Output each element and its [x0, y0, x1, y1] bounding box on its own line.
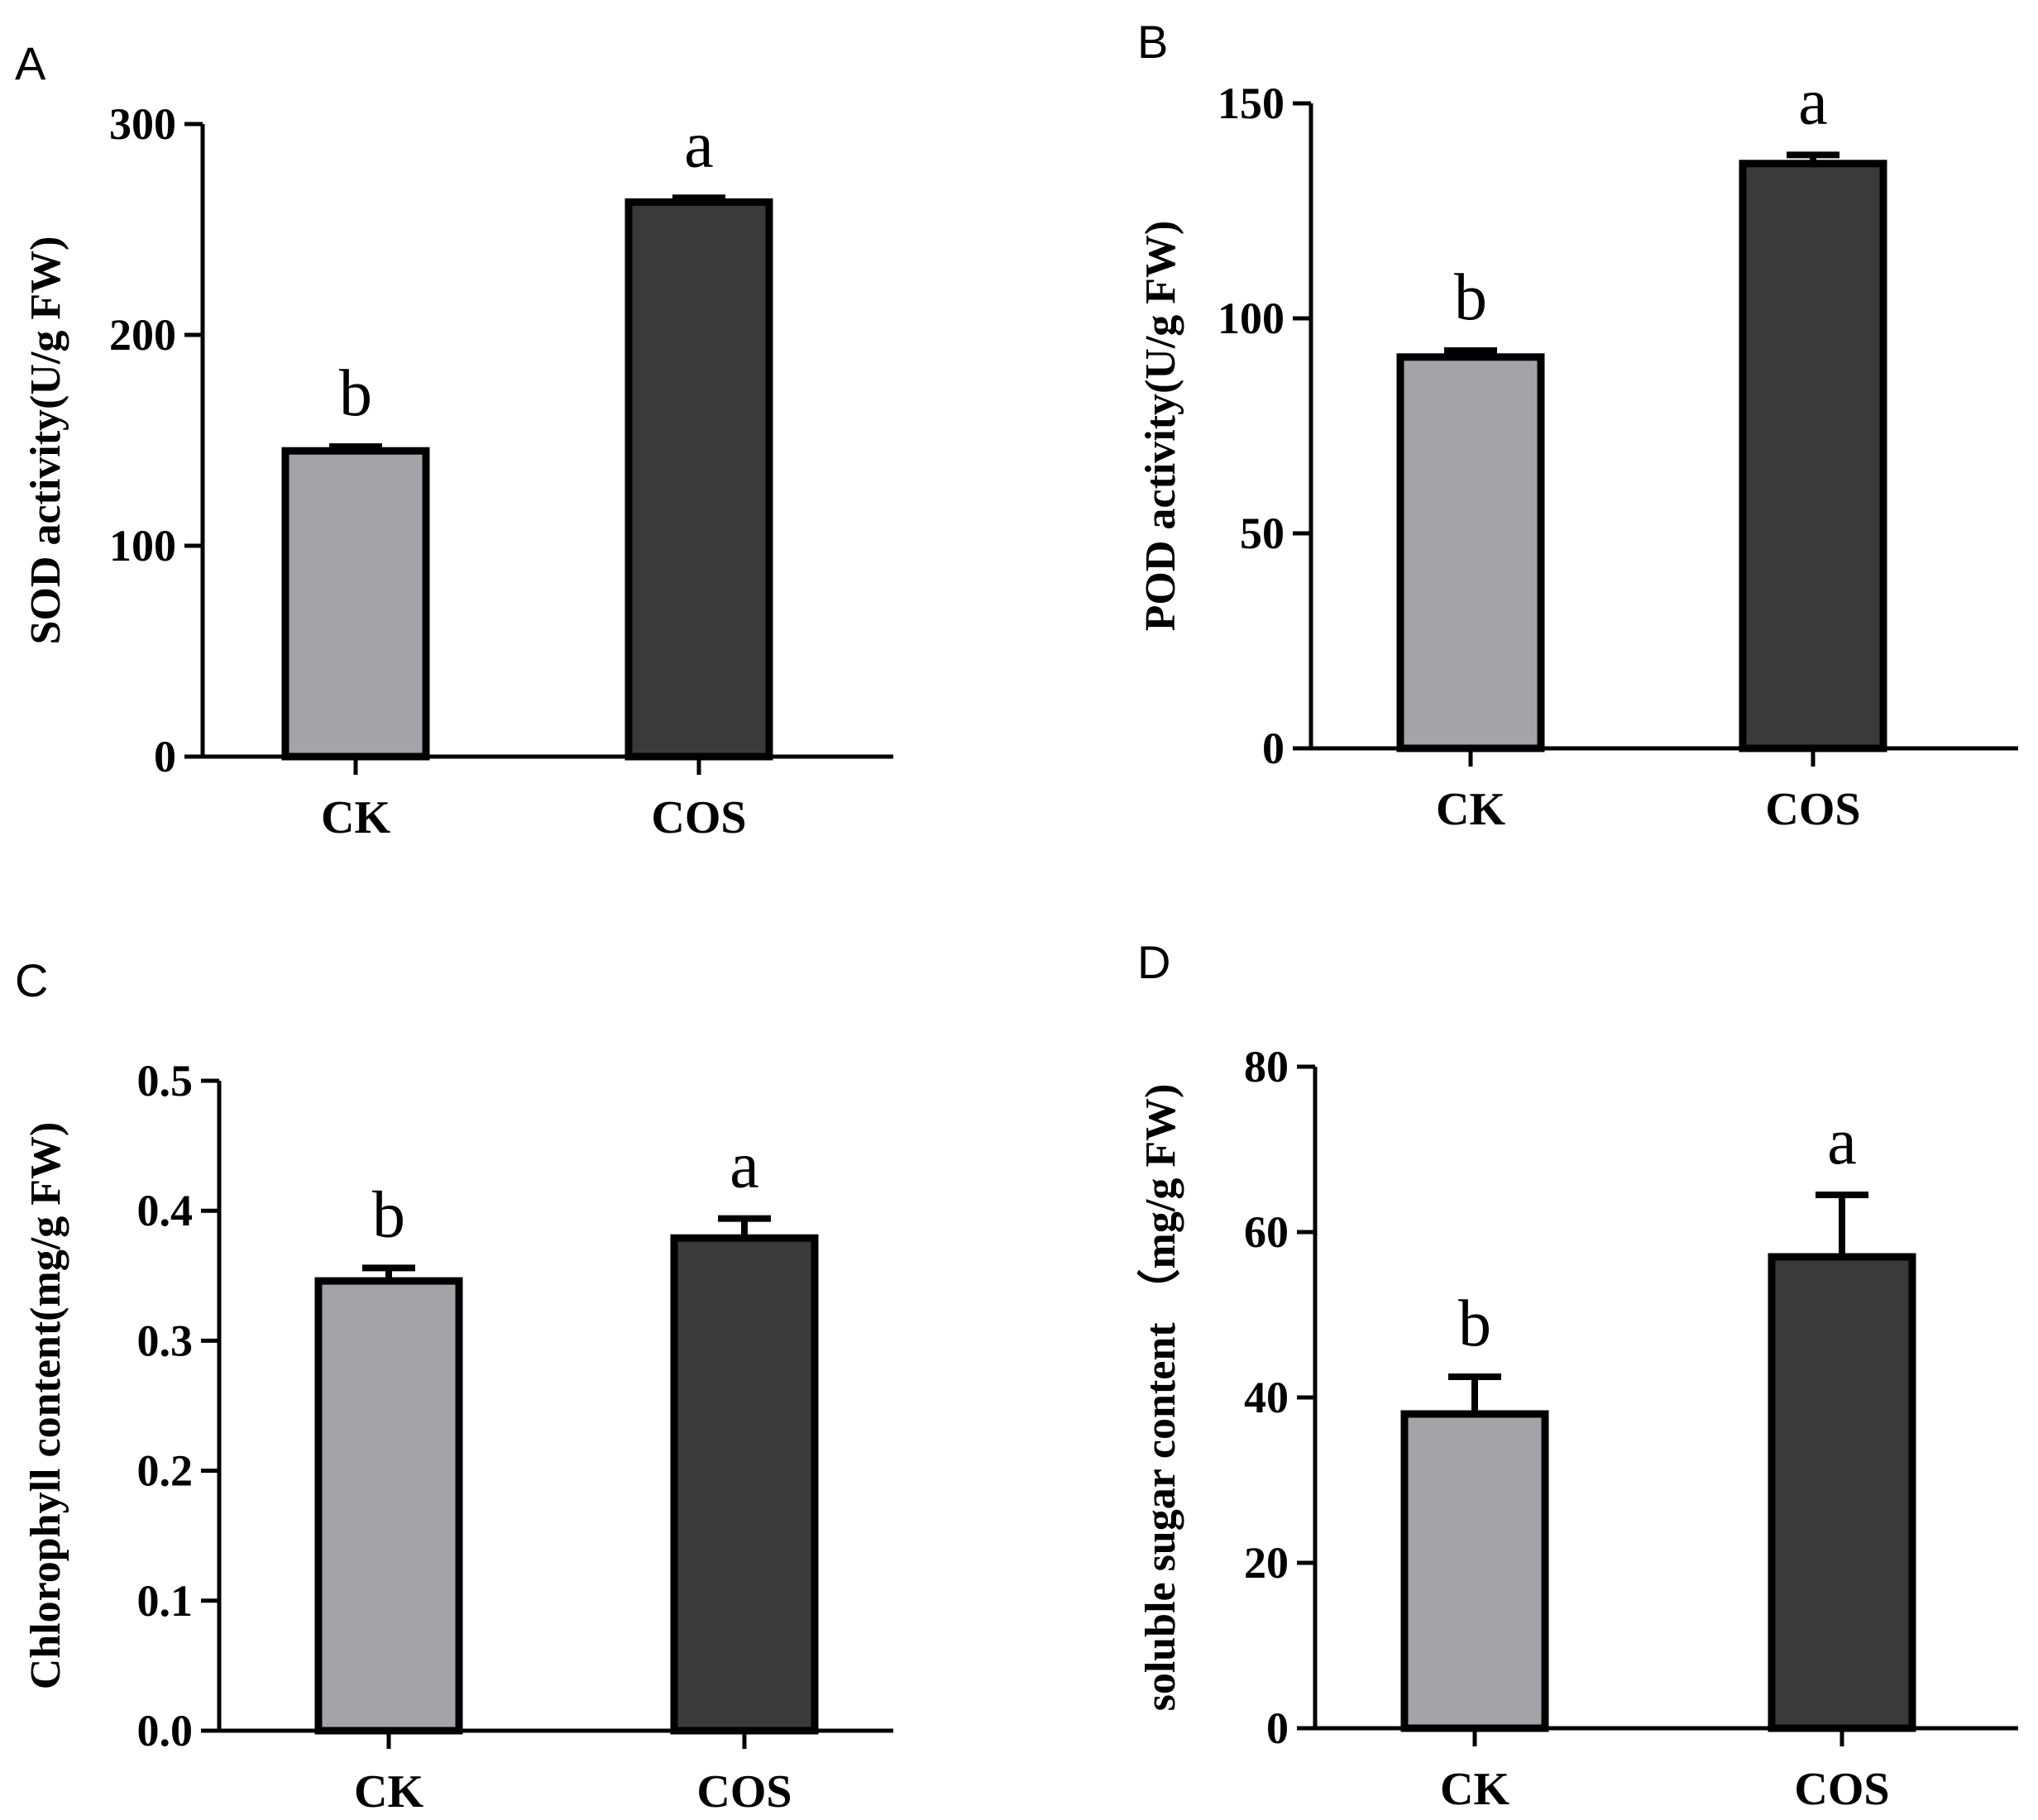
significance-letter-cos: a [684, 108, 714, 181]
y-axis-title: SOD activity(U/g FW) [22, 236, 69, 645]
significance-letter-cos: a [1827, 1106, 1857, 1178]
x-tick-label-cos: COS [1794, 1764, 1889, 1815]
chart-panel-a: A 0 100 200 300 SOD activity(U/g FW) CK b COS a [15, 37, 893, 843]
bar-cos [624, 198, 773, 761]
y-tick-label: 0.0 [137, 1706, 194, 1756]
y-tick-label: 60 [1244, 1207, 1289, 1257]
y-tick-label: 300 [109, 99, 176, 149]
panel-letter: A [15, 37, 46, 89]
bar-ck [281, 447, 430, 761]
bar-ck [1400, 1410, 1549, 1732]
panel-letter: C [15, 954, 48, 1006]
y-tick-label: 50 [1240, 509, 1285, 558]
panel-letter: B [1137, 16, 1168, 68]
x-tick-label-ck: CK [1436, 784, 1505, 835]
y-tick-label: 20 [1244, 1538, 1289, 1588]
significance-letter-cos: a [1798, 65, 1828, 138]
y-tick-label: 0.3 [137, 1316, 194, 1365]
x-tick-label-cos: COS [696, 1766, 792, 1818]
y-tick-label: 100 [1218, 294, 1285, 343]
y-tick-label: 0 [154, 732, 176, 781]
y-tick-label: 0.5 [137, 1056, 194, 1106]
significance-letter-ck: b [1454, 261, 1487, 334]
bar-cos [670, 1234, 819, 1735]
significance-letter-ck: b [372, 1178, 405, 1251]
panel-letter: D [1137, 936, 1170, 988]
chart-panel-d: D 0 20 40 60 80 soluble sugar content （mg/g FW… [1136, 936, 2018, 1815]
y-tick-label: 0 [1262, 724, 1285, 773]
y-tick-label: 150 [1218, 79, 1285, 128]
y-tick-label: 0.4 [137, 1186, 194, 1235]
x-tick-label-ck: CK [1440, 1764, 1509, 1815]
y-tick-label: 0.2 [137, 1446, 194, 1496]
chart-panel-b: B 0 50 100 150 POD activity(U/g FW) CK b COS a [1137, 16, 2018, 835]
bar-cos [1739, 160, 1887, 752]
significance-letter-ck: b [1458, 1287, 1491, 1360]
y-tick-label: 0.1 [137, 1576, 194, 1626]
y-tick-label: 80 [1244, 1042, 1289, 1092]
chart-panel-c: C 0.0 0.1 0.2 0.3 0.4 0.5 Chlorophyll content(m… [15, 954, 893, 1818]
bar-ck [314, 1277, 463, 1735]
y-tick-label: 100 [109, 521, 176, 571]
y-axis-title: Chlorophyll content(mg/g FW) [22, 1122, 69, 1690]
y-axis-title: soluble sugar content （mg/g FW) [1136, 1084, 1184, 1712]
x-tick-label-cos: COS [651, 792, 746, 843]
y-tick-label: 0 [1266, 1703, 1289, 1753]
bar-ck [1396, 353, 1545, 752]
significance-letter-cos: a [730, 1130, 759, 1202]
x-tick-label-ck: CK [354, 1766, 423, 1818]
x-tick-label-ck: CK [321, 792, 390, 843]
bar-cos [1768, 1253, 1916, 1732]
x-tick-label-cos: COS [1765, 784, 1860, 835]
y-tick-label: 200 [109, 310, 176, 360]
y-tick-label: 40 [1244, 1373, 1289, 1422]
y-axis-title: POD activity(U/g FW) [1137, 221, 1184, 632]
significance-letter-ck: b [339, 357, 372, 430]
